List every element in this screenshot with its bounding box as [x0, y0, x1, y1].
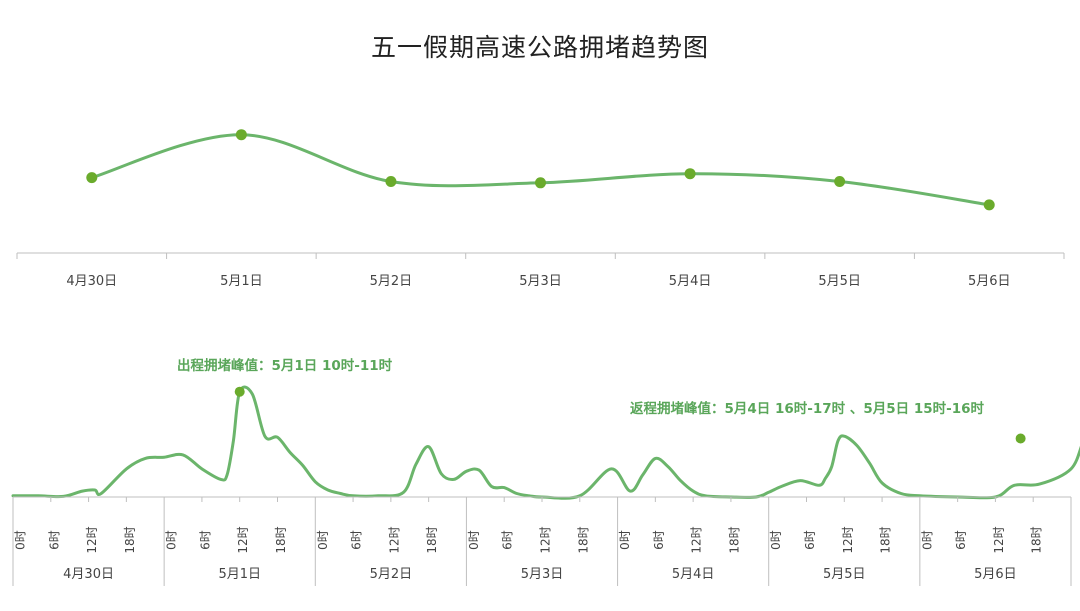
day-label: 4月30日 — [63, 567, 114, 582]
day-label: 5月3日 — [521, 567, 564, 582]
x-tick-label: 5月2日 — [370, 274, 413, 289]
data-point — [235, 129, 247, 141]
data-point — [86, 172, 98, 184]
hour-tick-label: 6时 — [652, 530, 666, 550]
hour-tick-label: 0时 — [618, 530, 632, 550]
chart-title: 五一假期高速公路拥堵趋势图 — [370, 33, 709, 62]
hour-tick-label: 18时 — [879, 526, 893, 553]
hour-tick-label: 12时 — [841, 526, 855, 553]
hour-tick-label: 12时 — [387, 526, 401, 553]
x-tick-label: 5月5日 — [818, 274, 861, 289]
data-point — [834, 176, 846, 187]
hour-tick-label: 12时 — [992, 526, 1006, 553]
hour-tick-label: 12时 — [690, 526, 704, 553]
hour-tick-label: 18时 — [425, 526, 439, 553]
data-point — [385, 176, 397, 187]
hour-tick-label: 12时 — [236, 526, 250, 553]
hour-tick-label: 6时 — [350, 530, 364, 550]
x-tick-label: 4月30日 — [66, 274, 117, 289]
hour-tick-label: 18时 — [1030, 526, 1044, 553]
trend-line — [90, 133, 991, 207]
hour-tick-label: 18时 — [123, 526, 137, 553]
hour-tick-label: 0时 — [769, 530, 783, 550]
hour-tick-label: 6时 — [954, 530, 968, 550]
hour-tick-label: 12时 — [539, 526, 553, 553]
outbound-peak-annotation: 出程拥堵峰值：5月1日 10时-11时 — [177, 357, 393, 374]
hour-tick-label: 0时 — [467, 530, 481, 550]
hour-tick-label: 6时 — [198, 530, 212, 550]
x-tick-label: 5月1日 — [220, 274, 263, 289]
return-peak-annotation: 返程拥堵峰值：5月4日 16时-17时 、5月5日 15时-16时 — [630, 400, 985, 417]
day-label: 5月1日 — [218, 567, 261, 582]
day-label: 5月5日 — [823, 567, 866, 582]
hourly-congestion-line — [11, 385, 1080, 500]
hour-tick-label: 6时 — [47, 530, 61, 550]
day-label: 5月4日 — [672, 567, 715, 582]
hour-tick-label: 6时 — [501, 530, 515, 550]
data-point — [983, 199, 995, 211]
hour-tick-label: 18时 — [576, 526, 590, 553]
x-tick-label: 5月6日 — [968, 274, 1011, 289]
data-point — [684, 168, 696, 180]
peak-marker — [234, 386, 245, 397]
x-tick-label: 5月4日 — [669, 274, 712, 289]
hour-tick-label: 0时 — [165, 530, 179, 550]
hour-tick-label: 0时 — [316, 530, 330, 550]
day-label: 5月6日 — [974, 567, 1017, 582]
hour-tick-label: 6时 — [803, 530, 817, 550]
hour-tick-label: 18时 — [274, 526, 288, 553]
peak-marker — [1015, 433, 1026, 444]
hour-tick-label: 12时 — [85, 526, 99, 553]
day-label: 5月2日 — [370, 567, 413, 582]
x-tick-label: 5月3日 — [519, 274, 562, 289]
data-point — [535, 177, 546, 189]
hour-tick-label: 0时 — [14, 530, 28, 550]
hour-tick-label: 0时 — [920, 530, 934, 550]
hour-tick-label: 18时 — [727, 526, 741, 553]
